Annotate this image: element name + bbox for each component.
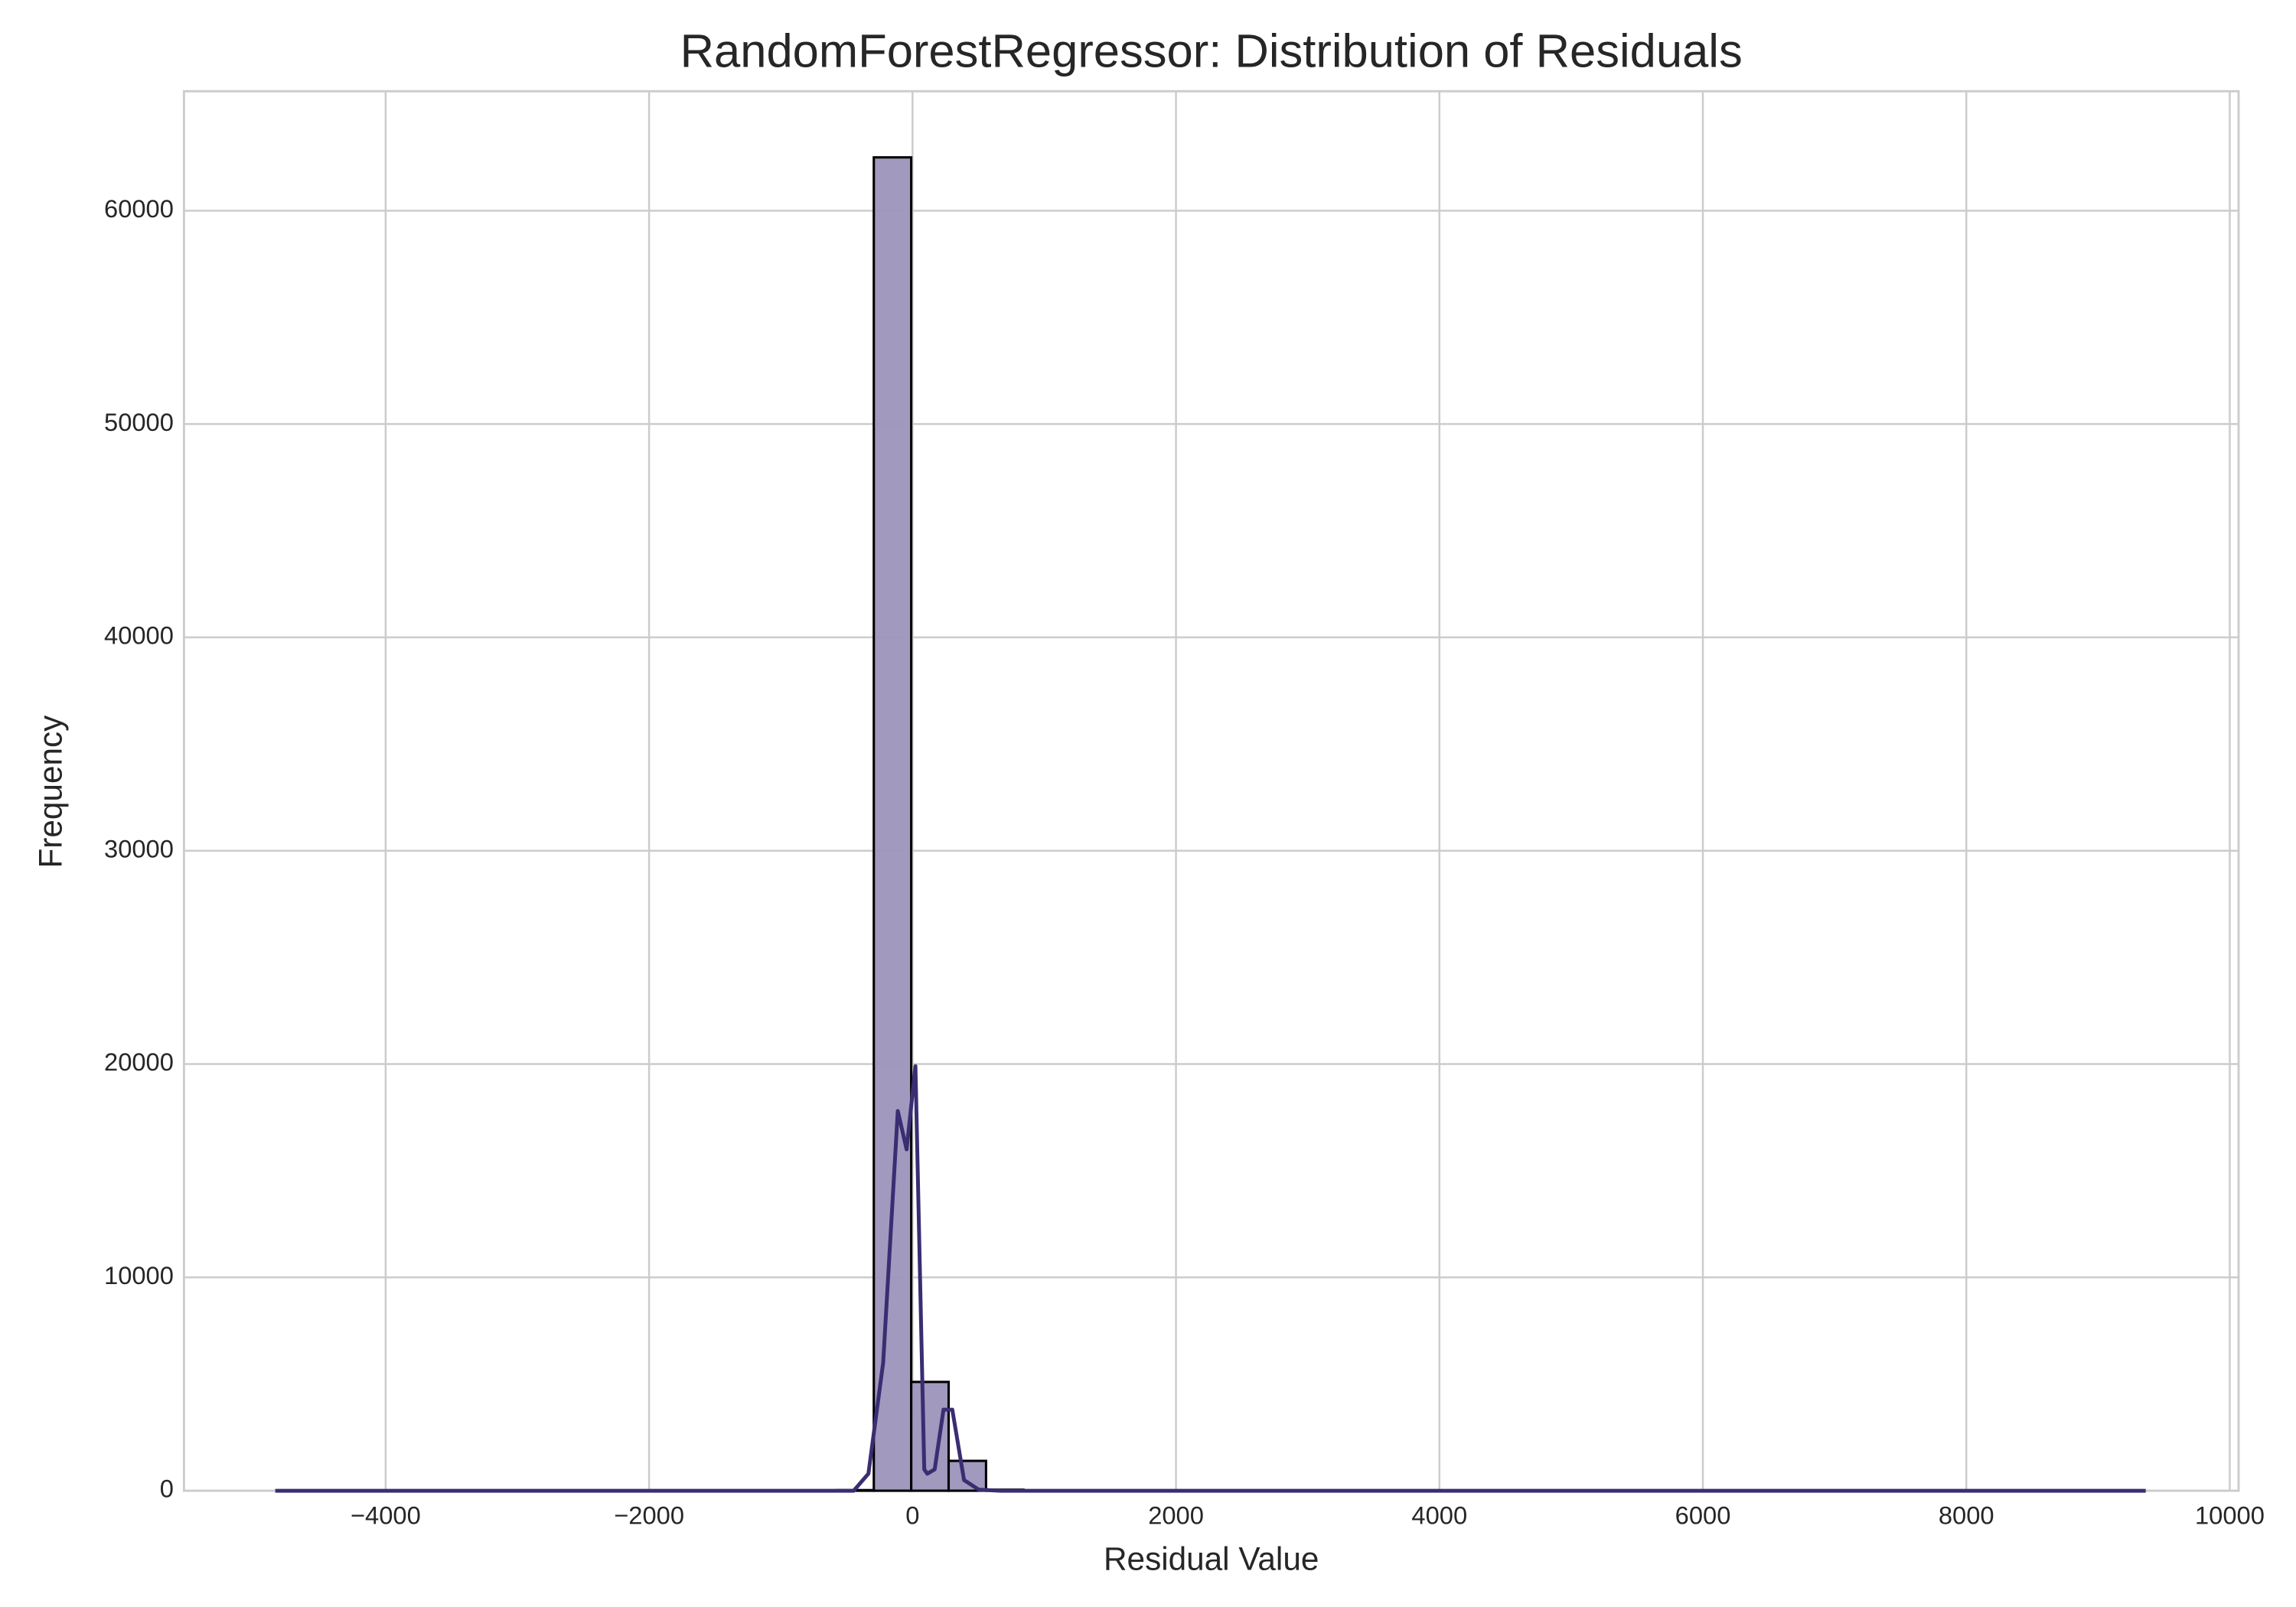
histogram-bar bbox=[947, 1459, 987, 1492]
y-tick-label: 10000 bbox=[104, 1261, 174, 1289]
kde-line bbox=[275, 1064, 2146, 1493]
y-tick-label: 60000 bbox=[104, 194, 174, 223]
y-tick-label: 50000 bbox=[104, 408, 174, 436]
x-tick-label: 10000 bbox=[2195, 1501, 2265, 1529]
y-tick-label: 20000 bbox=[104, 1048, 174, 1076]
histogram-bar bbox=[872, 156, 913, 1492]
x-tick-label: 4000 bbox=[1411, 1501, 1467, 1529]
y-tick-label: 30000 bbox=[104, 834, 174, 862]
x-tick-label: 0 bbox=[905, 1501, 919, 1529]
histogram-bar bbox=[910, 1380, 951, 1492]
y-tick-label: 40000 bbox=[104, 621, 174, 650]
x-tick-label: −2000 bbox=[614, 1501, 684, 1529]
chart-title: RandomForestRegressor: Distribution of R… bbox=[680, 24, 1743, 77]
x-tick-label: 2000 bbox=[1148, 1501, 1204, 1529]
y-axis-label: Frequency bbox=[32, 715, 68, 869]
x-tick-label: 8000 bbox=[1939, 1501, 1994, 1529]
x-tick-label: −4000 bbox=[351, 1501, 421, 1529]
x-axis-label: Residual Value bbox=[1104, 1541, 1319, 1577]
x-tick-label: 6000 bbox=[1675, 1501, 1731, 1529]
plot-frame bbox=[182, 90, 2240, 1492]
y-tick-label: 0 bbox=[160, 1475, 174, 1503]
